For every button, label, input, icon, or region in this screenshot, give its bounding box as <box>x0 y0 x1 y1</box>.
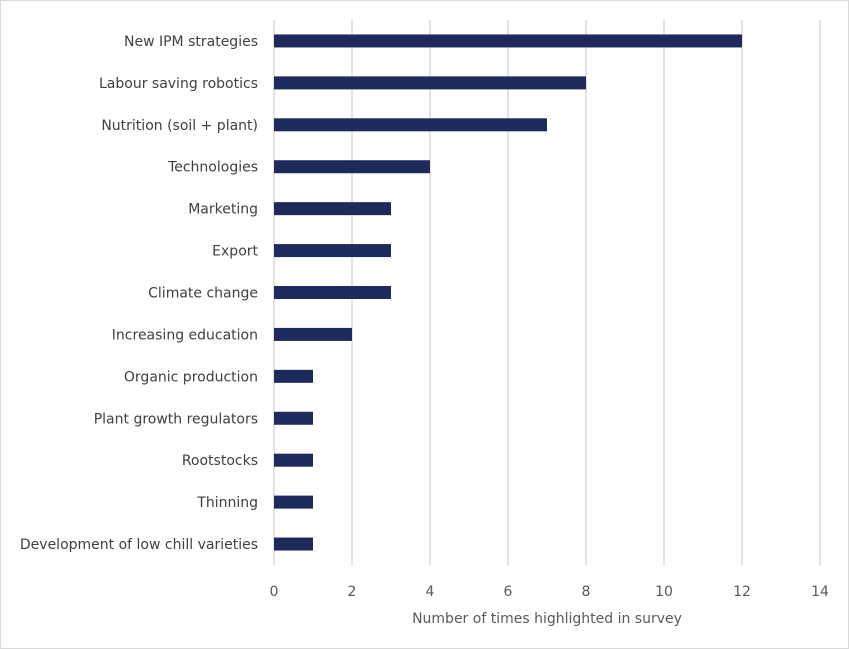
bar <box>274 34 742 48</box>
category-labels: New IPM strategies Labour saving robotics… <box>20 34 259 553</box>
category-label: Thinning <box>196 495 258 511</box>
category-label: Development of low chill varieties <box>20 537 258 553</box>
category-label: Rootstocks <box>182 453 258 469</box>
bar <box>274 244 391 258</box>
bar <box>274 537 313 551</box>
x-tick-label: 6 <box>504 584 513 600</box>
x-axis-title: Number of times highlighted in survey <box>412 611 682 627</box>
x-tick-label: 4 <box>426 584 435 600</box>
x-tick-label: 12 <box>733 584 751 600</box>
category-label: Technologies <box>167 160 258 176</box>
bar <box>274 286 391 299</box>
category-label: Export <box>212 244 258 260</box>
bar <box>274 160 430 174</box>
category-label: Marketing <box>188 202 258 218</box>
bar <box>274 327 352 341</box>
bar <box>274 118 547 132</box>
bar <box>274 495 313 509</box>
category-label: New IPM strategies <box>124 34 258 50</box>
x-tick-label: 10 <box>655 584 673 600</box>
bars <box>274 34 742 551</box>
x-tick-label: 0 <box>270 584 279 600</box>
bar <box>274 76 586 90</box>
bar <box>274 202 391 216</box>
category-label: Climate change <box>148 286 258 302</box>
bar <box>274 453 313 467</box>
category-label: Labour saving robotics <box>99 76 258 92</box>
x-tick-label: 2 <box>348 584 357 600</box>
bar <box>274 369 313 383</box>
x-tick-label: 14 <box>811 584 829 600</box>
bar <box>274 411 313 425</box>
x-tick-label: 8 <box>582 584 591 600</box>
category-label: Nutrition (soil + plant) <box>101 118 258 134</box>
x-tick-labels: 0 2 4 6 8 10 12 14 <box>270 584 829 600</box>
category-label: Organic production <box>124 369 258 385</box>
gridlines <box>273 20 821 565</box>
category-label: Increasing education <box>112 327 258 343</box>
category-label: Plant growth regulators <box>94 411 258 427</box>
